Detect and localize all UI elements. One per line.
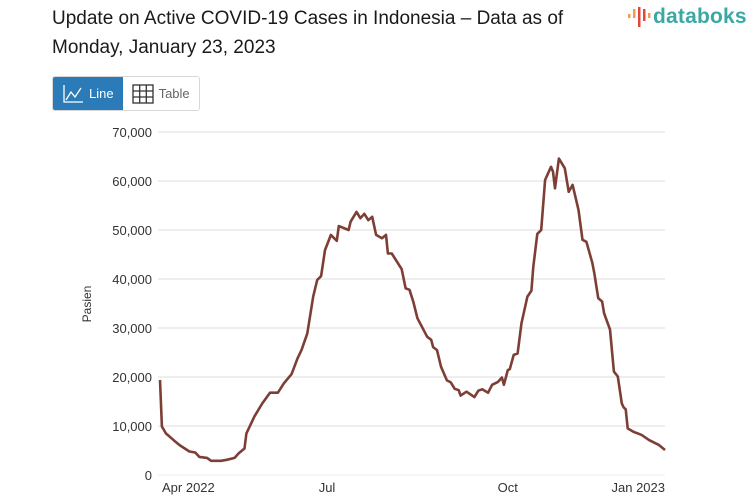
y-tick-label: 50,000 xyxy=(112,223,152,238)
y-tick-label: 70,000 xyxy=(112,125,152,140)
x-tick-label: Apr 2022 xyxy=(162,480,215,495)
y-tick-label: 0 xyxy=(145,468,152,483)
y-tick-label: 60,000 xyxy=(112,174,152,189)
table-view-button[interactable]: Table xyxy=(122,77,199,110)
line-view-button[interactable]: Line xyxy=(53,77,123,110)
view-toggle: Line Table xyxy=(52,76,200,111)
x-tick-label: Jan 2023 xyxy=(612,480,666,495)
table-view-label: Table xyxy=(158,86,190,101)
line-chart-icon xyxy=(63,84,83,103)
y-axis-title: Pasien xyxy=(80,286,94,323)
logo-bars-icon xyxy=(628,7,651,27)
databoks-logo: databoks xyxy=(627,5,747,29)
y-tick-label: 20,000 xyxy=(112,370,152,385)
table-grid-icon xyxy=(131,83,154,104)
chart-title: Update on Active COVID-19 Cases in Indon… xyxy=(52,8,564,58)
y-tick-label: 10,000 xyxy=(112,419,152,434)
series-line xyxy=(158,157,666,463)
x-tick-label: Oct xyxy=(498,480,519,495)
line-view-label: Line xyxy=(89,86,114,101)
logo-text: databoks xyxy=(653,5,747,28)
y-tick-label: 40,000 xyxy=(112,272,152,287)
x-tick-label: Jul xyxy=(319,480,336,495)
y-tick-label: 30,000 xyxy=(112,321,152,336)
